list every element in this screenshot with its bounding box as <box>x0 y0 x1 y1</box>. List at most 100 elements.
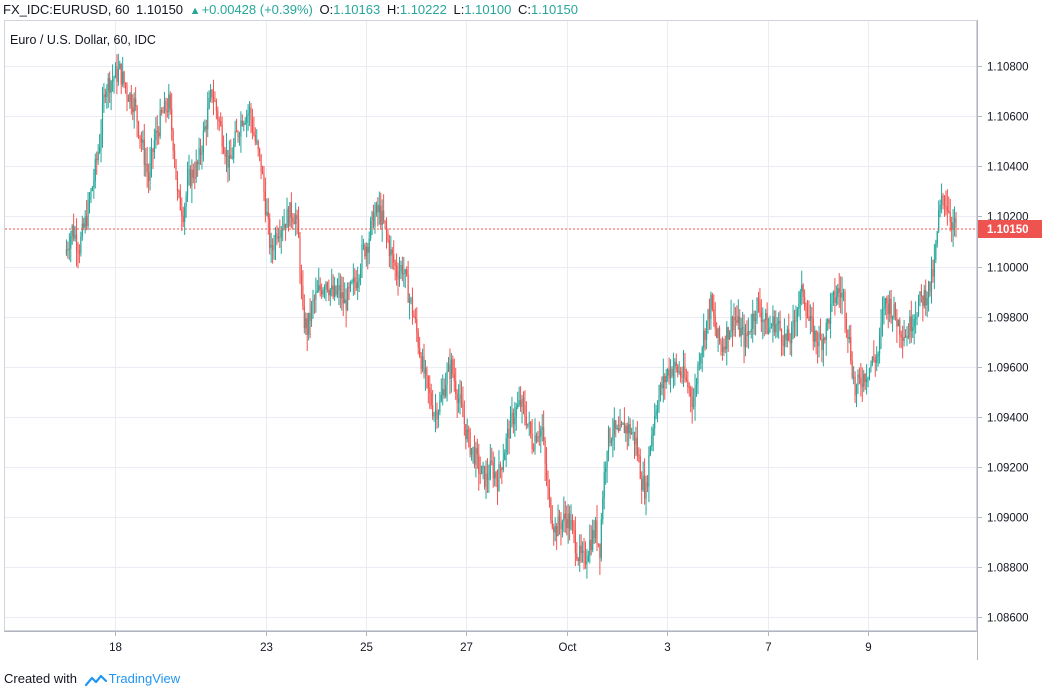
candle-body <box>793 320 796 322</box>
candle-body <box>442 389 444 395</box>
candle-body <box>855 384 858 396</box>
candle-body <box>567 513 569 529</box>
candle-body <box>668 369 670 379</box>
candle-body <box>563 513 565 522</box>
candle-body <box>74 234 76 239</box>
candle-body <box>290 202 292 218</box>
candle-body <box>221 125 223 147</box>
candle-body <box>942 195 944 197</box>
time-axis[interactable]: 18 23 25 27 Oct 3 7 9 <box>109 631 872 654</box>
candle-body <box>481 466 483 474</box>
candle-body <box>607 428 610 452</box>
candle-body <box>171 108 173 131</box>
tradingview-brand[interactable]: TradingView <box>108 671 181 686</box>
candle-body <box>124 83 127 88</box>
price-tick-label: 1.09000 <box>987 513 1029 525</box>
candle-body <box>766 312 768 334</box>
candle-body <box>792 320 794 327</box>
candle-body <box>447 364 450 371</box>
candle-body <box>583 550 585 553</box>
candle-body <box>646 482 649 487</box>
time-tick-label: Oct <box>559 642 578 654</box>
candle-body <box>785 333 787 341</box>
candle-body <box>176 178 179 191</box>
candle-body <box>286 209 288 228</box>
candle-body <box>166 111 168 113</box>
candle-body <box>786 329 788 341</box>
candle-body <box>893 303 895 316</box>
candle-body <box>410 298 412 300</box>
last-price-label: 1.10150 <box>987 224 1029 236</box>
candle-body <box>581 550 584 553</box>
candle-body <box>371 212 373 221</box>
candle-body <box>452 359 454 375</box>
candle-body <box>754 318 757 321</box>
candle-body <box>636 437 638 455</box>
candle-body <box>401 265 403 274</box>
candle-body <box>550 498 552 521</box>
candle-body <box>295 215 297 224</box>
candle-body <box>411 298 414 316</box>
candle-body <box>694 387 696 406</box>
symbol-interval: FX_IDC:EURUSD, 60 <box>3 2 130 17</box>
candle-body <box>277 236 279 239</box>
price-chart[interactable]: Euro / U.S. Dollar, 60, IDC 1.10800 1.106… <box>0 20 1044 660</box>
candle-body <box>99 147 101 152</box>
up-arrow-icon: ▲ <box>189 5 201 17</box>
candle-body <box>381 210 383 225</box>
candle-body <box>470 448 473 455</box>
candle-body <box>274 233 277 249</box>
candle-body <box>81 223 83 237</box>
candle-body <box>739 316 741 337</box>
candle-body <box>669 368 672 379</box>
candle-body <box>815 330 817 343</box>
candle-body <box>218 120 220 122</box>
candle-body <box>939 204 941 210</box>
candle-body <box>269 218 271 248</box>
candle-body <box>528 422 530 424</box>
candle-body <box>178 190 180 192</box>
candle-body <box>414 317 416 320</box>
candle-body <box>587 556 589 562</box>
candle-body <box>297 218 300 238</box>
candle-body <box>840 292 842 298</box>
candle-body <box>824 338 826 340</box>
candle-body <box>734 317 737 320</box>
candle-body <box>127 97 130 102</box>
candle-body <box>122 71 124 85</box>
candle-body <box>156 130 158 133</box>
candle-body <box>416 319 418 333</box>
candle-body <box>853 376 855 378</box>
candle-body <box>68 248 70 250</box>
candle-body <box>272 244 274 250</box>
candle-body <box>643 475 646 499</box>
candle-body <box>325 282 327 290</box>
candle-body <box>101 103 104 133</box>
price-axis[interactable]: 1.108001.106001.104001.102001.100001.098… <box>977 62 1029 625</box>
candle-body <box>887 303 889 315</box>
candle-body <box>672 368 675 377</box>
candle-body <box>659 384 662 396</box>
candle-body <box>798 304 800 309</box>
candle-body <box>153 140 155 153</box>
candle-body <box>443 389 445 397</box>
price-tick-label: 1.09800 <box>987 313 1029 325</box>
candle-body <box>806 316 809 318</box>
chart-area[interactable]: Euro / U.S. Dollar, 60, IDC 1.10800 1.106… <box>0 20 1044 660</box>
candle-body <box>718 328 721 342</box>
candle-body <box>132 107 134 113</box>
chart-header: FX_IDC:EURUSD, 60 1.10150 ▲+0.00428 (+0.… <box>0 0 1044 20</box>
candle-body <box>639 456 641 479</box>
candle-body <box>270 244 272 248</box>
candle-body <box>78 251 81 254</box>
candle-body <box>383 210 385 221</box>
candle-body <box>331 285 333 290</box>
candle-body <box>362 244 365 246</box>
candle-body <box>509 414 512 439</box>
candle-body <box>238 136 241 138</box>
candle-body <box>633 431 636 445</box>
candle-body <box>537 436 539 442</box>
candle-body <box>948 210 950 213</box>
candle-body <box>682 366 685 379</box>
candle-body <box>293 221 295 224</box>
